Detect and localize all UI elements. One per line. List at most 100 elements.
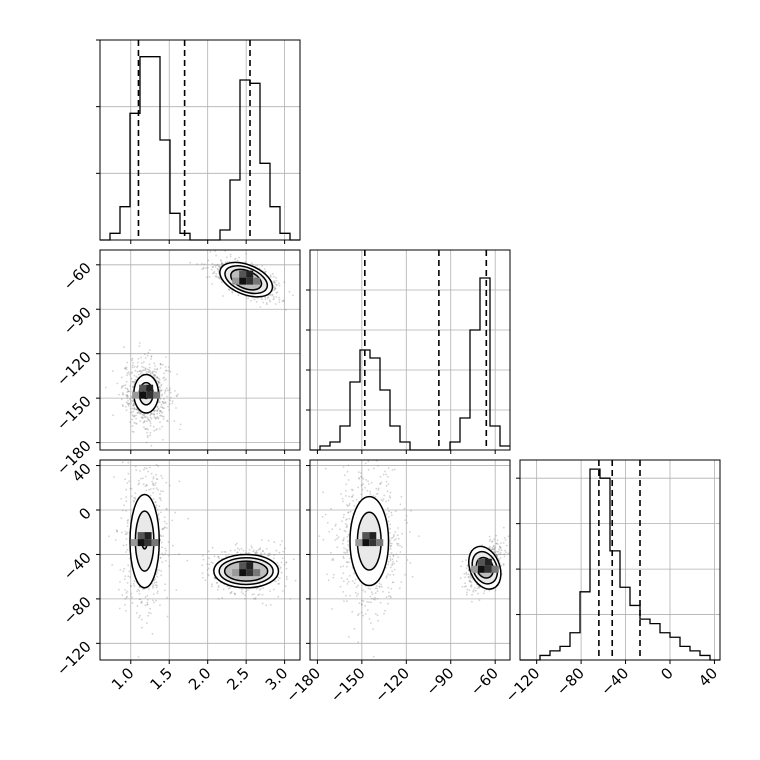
sample-point <box>161 406 164 409</box>
sample-point <box>496 554 499 557</box>
sample-point <box>116 530 118 533</box>
sample-point <box>348 504 351 507</box>
sample-point <box>149 422 152 425</box>
sample-point <box>226 585 229 588</box>
sample-point <box>342 500 344 503</box>
sample-point <box>127 403 129 406</box>
sample-point <box>169 399 172 402</box>
sample-point <box>385 500 388 503</box>
sample-point <box>342 466 345 468</box>
sample-point <box>221 263 224 265</box>
sample-point <box>208 276 211 278</box>
sample-point <box>132 404 135 407</box>
sample-point <box>136 605 139 607</box>
sample-point <box>121 509 124 512</box>
sample-point <box>338 528 341 531</box>
sample-point <box>459 577 462 580</box>
sample-point <box>176 395 179 398</box>
sample-point <box>124 575 127 578</box>
sample-point <box>261 593 264 596</box>
sample-point <box>488 589 491 592</box>
sample-point <box>153 416 156 418</box>
sample-point <box>274 287 277 290</box>
sample-point <box>158 378 161 381</box>
sample-point <box>149 424 152 427</box>
sample-point <box>178 553 181 555</box>
sample-point <box>205 267 207 269</box>
sample-point <box>121 461 124 464</box>
sample-point <box>360 484 363 486</box>
sample-point <box>122 570 125 573</box>
density-pixel <box>146 384 154 392</box>
sample-point <box>161 393 164 396</box>
sample-point <box>146 354 149 357</box>
sample-point <box>147 351 150 354</box>
sample-point <box>463 585 466 588</box>
sample-point <box>265 270 267 273</box>
sample-point <box>351 580 354 582</box>
sample-point <box>252 549 255 552</box>
sample-point <box>156 415 159 418</box>
sample-point <box>254 551 256 554</box>
sample-point <box>217 555 220 558</box>
sample-point <box>124 384 127 386</box>
sample-point <box>161 477 164 480</box>
sample-point <box>391 570 394 572</box>
sample-point <box>160 384 163 387</box>
sample-point <box>146 603 149 606</box>
sample-point <box>125 592 128 594</box>
density-pixel <box>137 532 145 540</box>
sample-point <box>334 539 337 541</box>
density-pixel <box>239 277 247 285</box>
sample-point <box>138 342 141 344</box>
sample-point <box>226 256 228 259</box>
sample-point <box>366 601 368 603</box>
sample-point <box>294 579 297 582</box>
sample-point <box>482 592 485 595</box>
sample-point <box>324 513 327 516</box>
sample-point <box>156 376 159 379</box>
sample-point <box>507 535 510 538</box>
sample-point <box>126 388 129 391</box>
sample-point <box>278 551 281 554</box>
sample-point <box>468 579 471 581</box>
sample-point <box>357 471 360 474</box>
sample-point <box>220 260 223 262</box>
density-pixel <box>130 539 138 547</box>
sample-point <box>126 531 129 534</box>
sample-point <box>498 553 500 555</box>
sample-point <box>147 371 150 373</box>
sample-point <box>162 415 165 418</box>
sample-point <box>409 531 411 533</box>
sample-point <box>132 583 135 585</box>
sample-point <box>136 408 139 411</box>
x-tick-label: −120 <box>502 664 544 706</box>
sample-point <box>390 537 393 540</box>
sample-point <box>387 573 389 576</box>
density-pixel <box>470 565 478 573</box>
sample-point <box>330 507 332 510</box>
sample-point <box>160 499 162 502</box>
sample-point <box>278 582 281 585</box>
sample-point <box>175 394 178 397</box>
sample-point <box>161 552 164 555</box>
sample-point <box>148 488 150 491</box>
sample-point <box>128 403 130 406</box>
sample-point <box>504 549 506 552</box>
sample-point <box>464 582 466 585</box>
sample-point <box>261 298 263 301</box>
sample-point <box>134 496 137 499</box>
sample-point <box>141 600 143 603</box>
sample-point <box>144 368 147 370</box>
sample-point <box>387 520 390 523</box>
sample-point <box>347 464 350 467</box>
sample-point <box>389 491 392 494</box>
sample-point <box>133 414 136 417</box>
sample-point <box>164 366 167 368</box>
sample-point <box>251 263 254 266</box>
sample-point <box>230 590 233 593</box>
sample-point <box>146 416 149 419</box>
sample-point <box>496 539 499 542</box>
sample-point <box>277 564 280 567</box>
